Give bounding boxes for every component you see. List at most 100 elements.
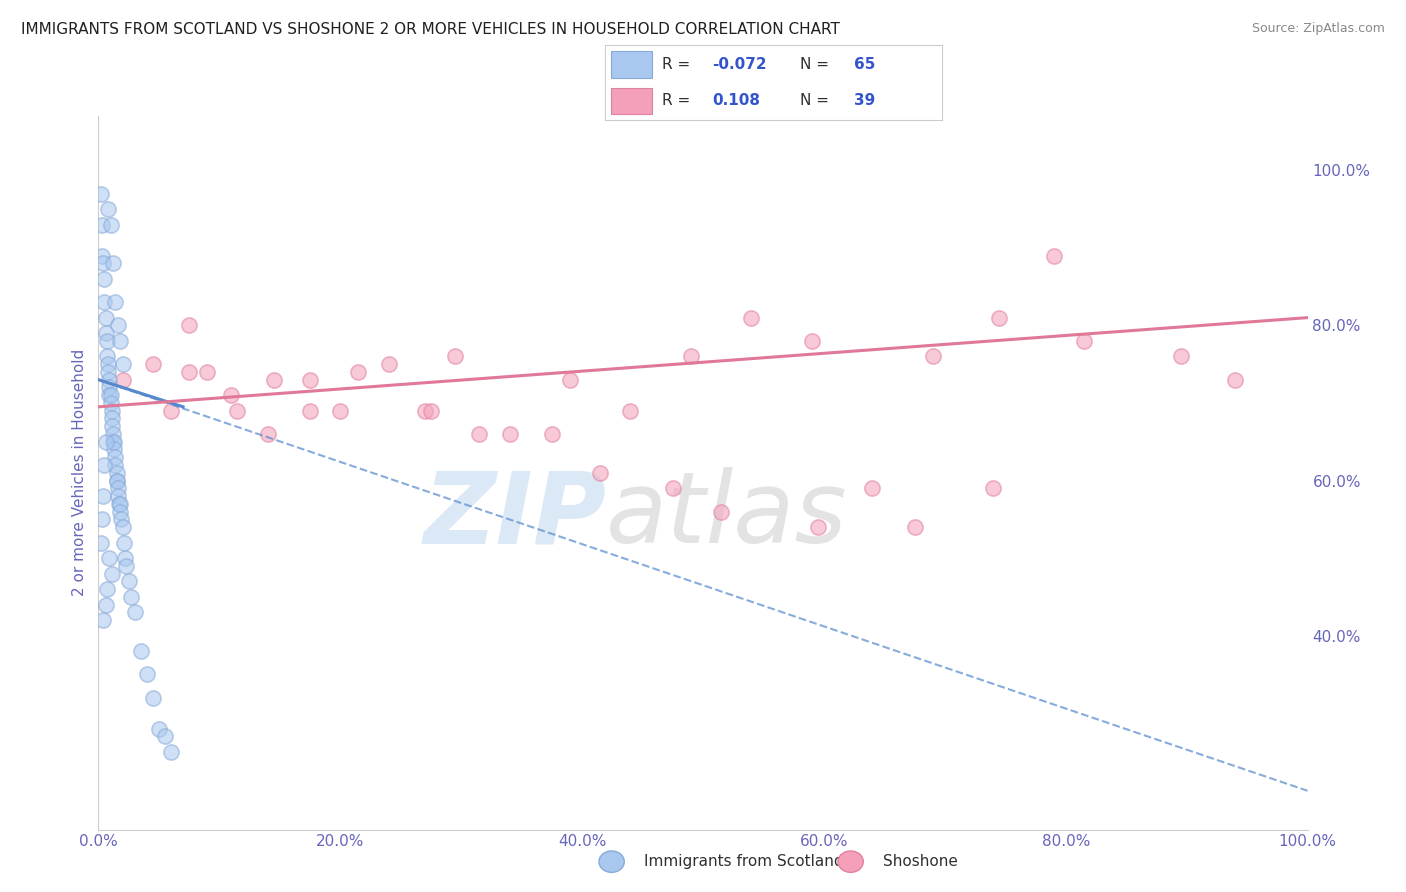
Point: [91, 256, 114, 270]
Text: R =: R =: [662, 93, 700, 108]
Point: [91, 218, 114, 232]
Point: [1170, 350, 1192, 364]
Point: [619, 403, 641, 417]
Bar: [612, 87, 652, 114]
Point: [93, 272, 115, 286]
Point: [91, 249, 114, 263]
Point: [256, 427, 278, 442]
Point: [135, 667, 157, 681]
Point: [100, 419, 122, 434]
Point: [98, 551, 121, 566]
Point: [226, 403, 249, 417]
Point: [177, 318, 201, 333]
Point: [97, 365, 120, 379]
Point: [105, 474, 128, 488]
Point: [111, 357, 134, 371]
Point: [104, 450, 127, 465]
Point: [111, 373, 134, 387]
Point: [710, 504, 733, 518]
Point: [101, 434, 124, 449]
Point: [91, 613, 114, 627]
Point: [988, 310, 1011, 325]
Point: [112, 535, 135, 549]
Point: [195, 365, 218, 379]
Text: Immigrants from Scotland: Immigrants from Scotland: [644, 855, 844, 869]
Point: [498, 427, 520, 442]
Point: [108, 497, 131, 511]
Point: [413, 403, 436, 417]
Text: N =: N =: [800, 57, 834, 72]
Point: [110, 512, 132, 526]
Point: [329, 403, 352, 417]
Text: IMMIGRANTS FROM SCOTLAND VS SHOSHONE 2 OR MORE VEHICLES IN HOUSEHOLD CORRELATION: IMMIGRANTS FROM SCOTLAND VS SHOSHONE 2 O…: [21, 22, 839, 37]
Point: [589, 466, 612, 480]
Point: [263, 373, 285, 387]
Point: [740, 310, 762, 325]
Point: [93, 458, 115, 472]
Point: [94, 434, 117, 449]
Point: [298, 403, 321, 417]
Point: [377, 357, 399, 371]
Point: [420, 403, 443, 417]
Text: -0.072: -0.072: [713, 57, 768, 72]
Point: [153, 730, 176, 744]
Point: [98, 373, 121, 387]
Point: [1042, 249, 1064, 263]
Point: [1223, 373, 1246, 387]
Point: [101, 256, 124, 270]
Point: [160, 403, 183, 417]
Point: [111, 520, 134, 534]
Point: [118, 574, 141, 589]
Point: [1073, 334, 1095, 348]
Point: [100, 218, 122, 232]
Point: [347, 365, 370, 379]
Point: [98, 388, 121, 402]
Point: [97, 202, 120, 216]
Point: [100, 403, 122, 417]
Text: Source: ZipAtlas.com: Source: ZipAtlas.com: [1251, 22, 1385, 36]
Point: [91, 512, 114, 526]
Text: atlas: atlas: [606, 467, 848, 564]
Point: [921, 350, 943, 364]
Point: [103, 442, 125, 457]
Point: [94, 598, 117, 612]
Point: [90, 535, 112, 549]
Text: R =: R =: [662, 57, 695, 72]
Point: [148, 722, 170, 736]
Point: [94, 326, 117, 340]
Point: [93, 295, 115, 310]
Point: [107, 489, 129, 503]
Point: [108, 497, 131, 511]
Point: [444, 350, 467, 364]
Point: [221, 388, 243, 402]
Point: [108, 504, 131, 518]
Point: [104, 295, 127, 310]
Point: [94, 310, 117, 325]
Text: 39: 39: [855, 93, 876, 108]
Point: [981, 481, 1004, 495]
Point: [90, 186, 112, 201]
Point: [468, 427, 491, 442]
Point: [540, 427, 562, 442]
Point: [142, 357, 165, 371]
Bar: [612, 52, 652, 78]
Point: [800, 334, 823, 348]
Point: [104, 458, 127, 472]
Point: [100, 396, 122, 410]
Point: [107, 318, 129, 333]
Point: [661, 481, 683, 495]
Text: 0.108: 0.108: [713, 93, 761, 108]
Text: 65: 65: [855, 57, 876, 72]
Point: [114, 551, 136, 566]
Point: [91, 489, 114, 503]
Point: [120, 590, 142, 604]
Point: [129, 644, 152, 658]
Point: [107, 481, 129, 495]
Point: [807, 520, 830, 534]
Point: [142, 690, 165, 705]
Y-axis label: 2 or more Vehicles in Household: 2 or more Vehicles in Household: [72, 349, 87, 597]
Point: [100, 566, 122, 581]
Text: ZIP: ZIP: [423, 467, 606, 564]
Point: [96, 350, 118, 364]
Point: [558, 373, 581, 387]
